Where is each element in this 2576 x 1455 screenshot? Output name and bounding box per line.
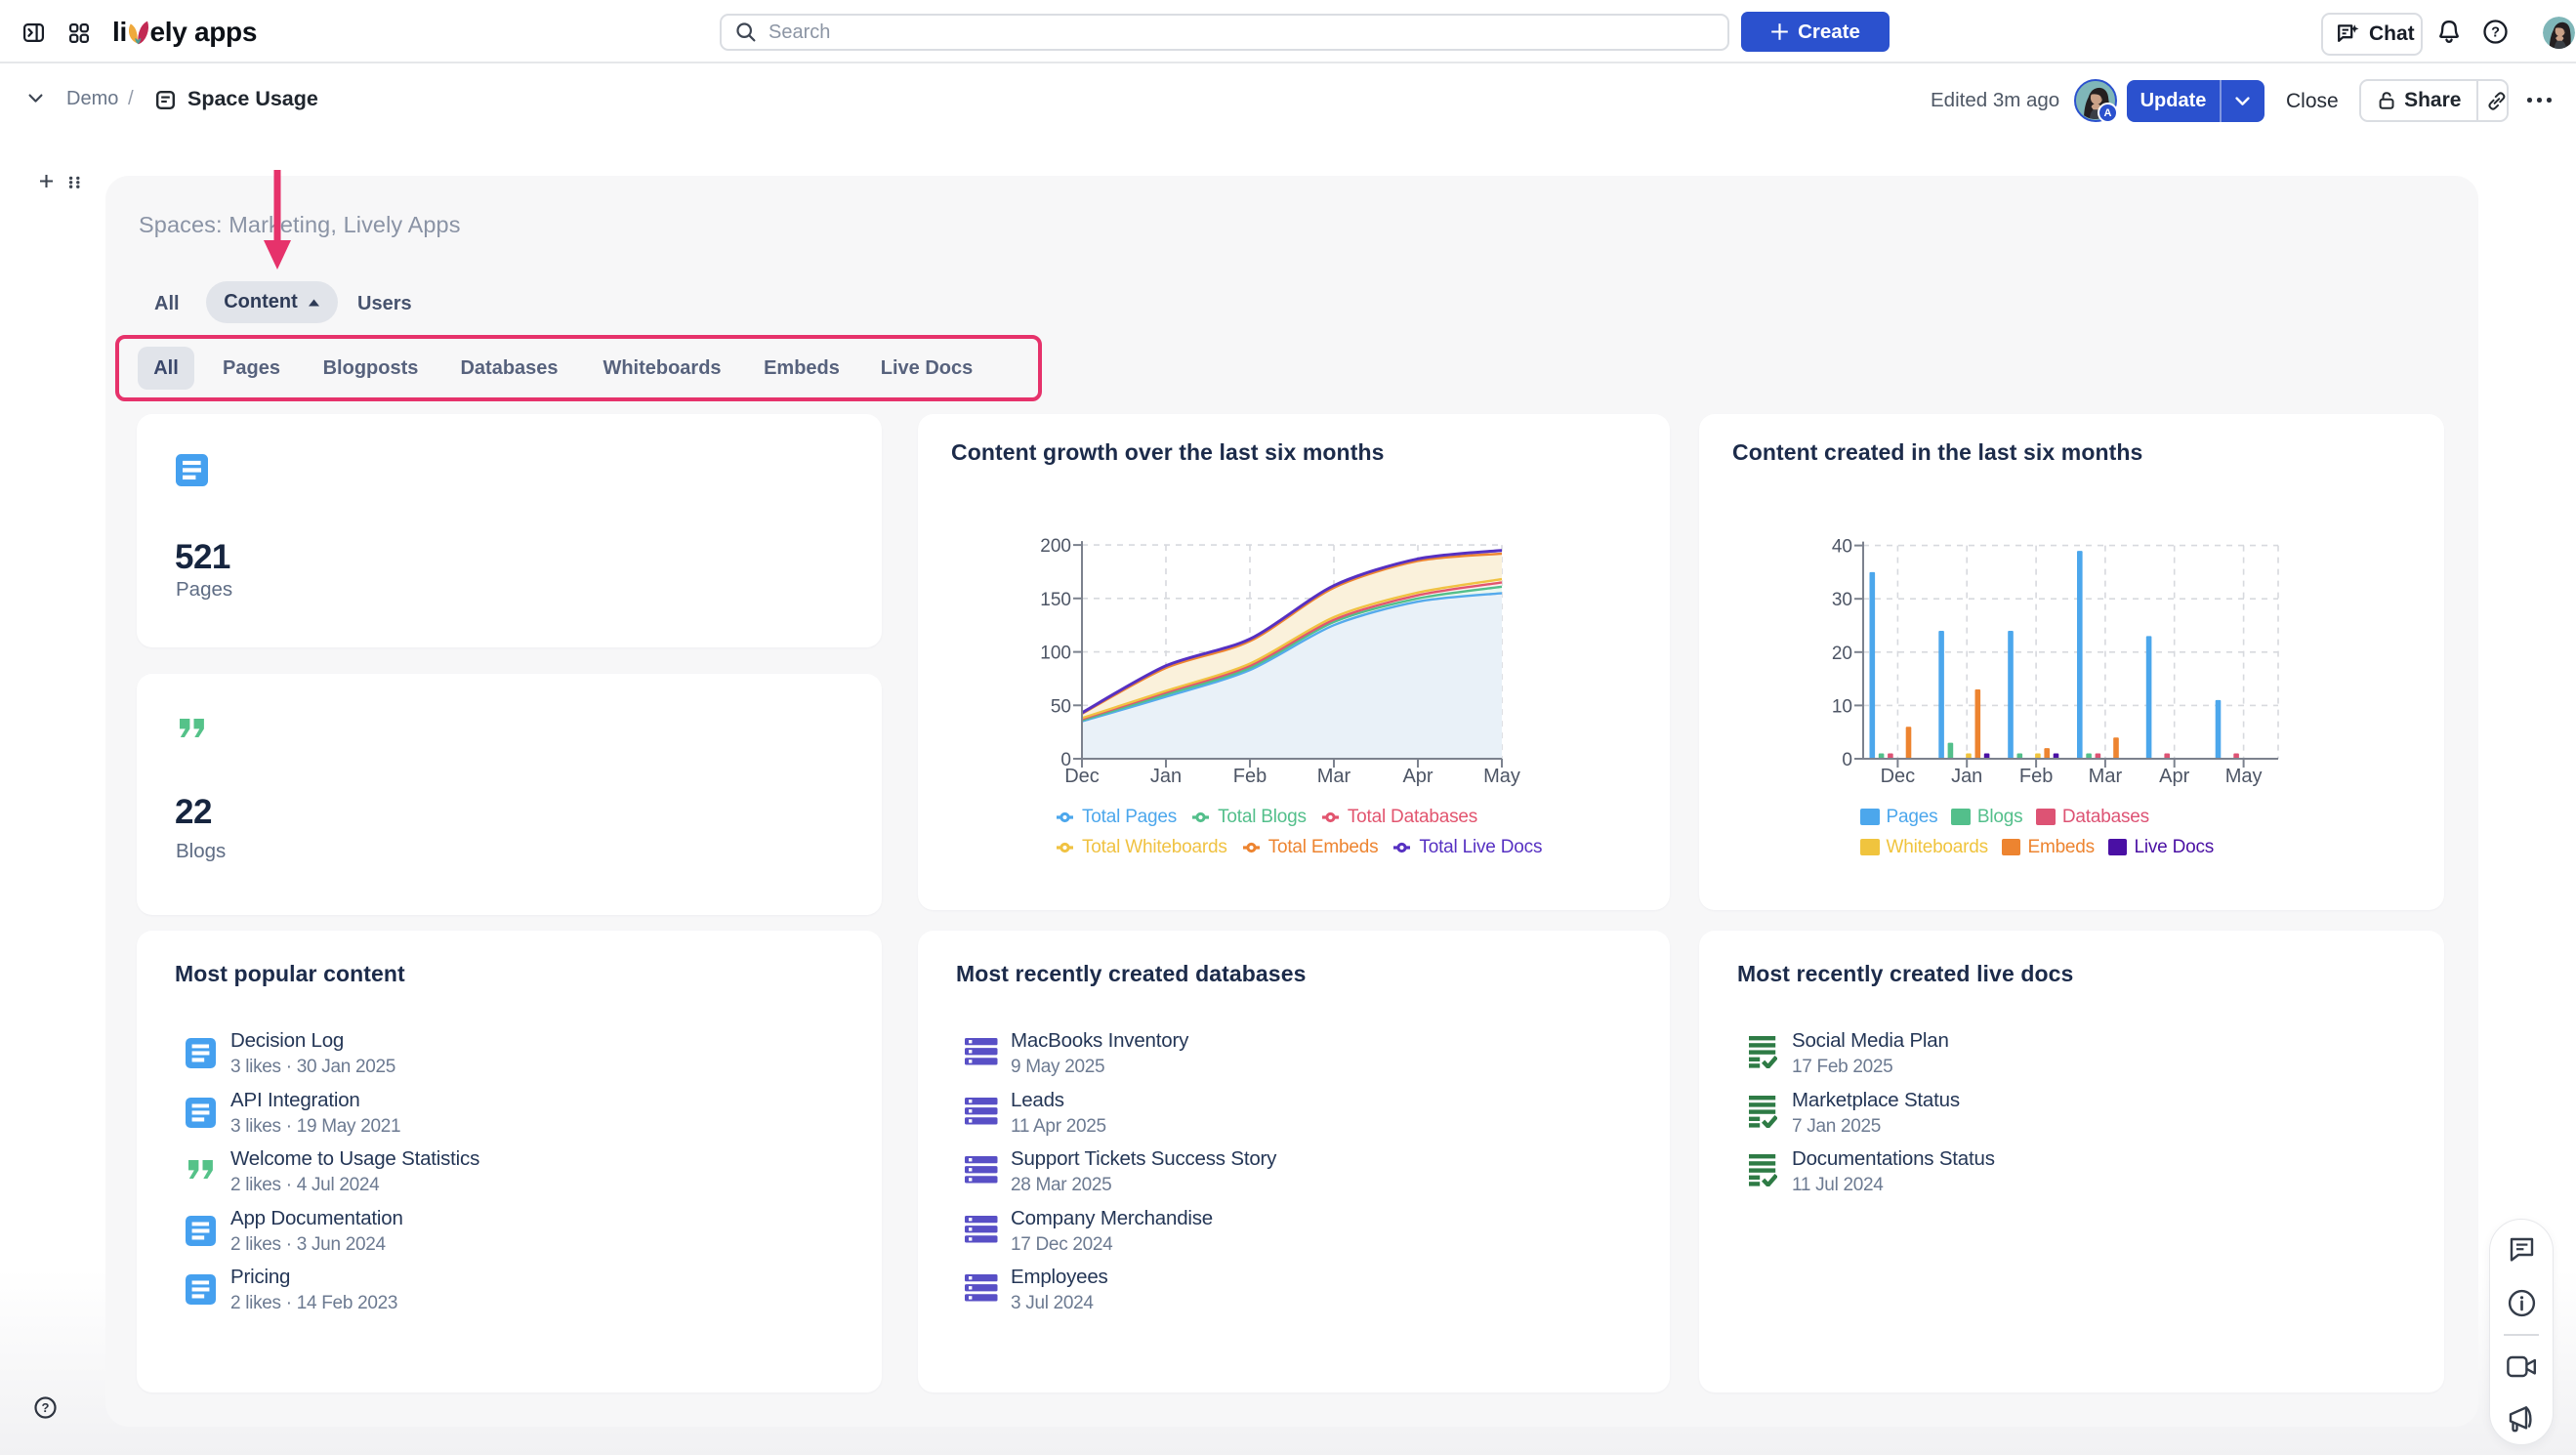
svg-text:Dec: Dec (1881, 766, 1916, 787)
svg-text:100: 100 (1040, 644, 1071, 664)
svg-text:May: May (2225, 766, 2263, 787)
svg-text:Mar: Mar (2089, 766, 2123, 787)
svg-text:Feb: Feb (2019, 766, 2053, 787)
svg-text:0: 0 (1060, 750, 1071, 770)
svg-text:10: 10 (1832, 696, 1852, 717)
svg-text:30: 30 (1832, 590, 1852, 610)
svg-text:?: ? (2491, 25, 2500, 41)
svg-text:Mar: Mar (1317, 766, 1351, 787)
svg-text:?: ? (42, 1400, 50, 1415)
svg-text:50: 50 (1051, 696, 1071, 717)
svg-text:200: 200 (1040, 536, 1071, 557)
svg-text:Dec: Dec (1064, 766, 1100, 787)
svg-text:150: 150 (1040, 590, 1071, 610)
svg-text:40: 40 (1832, 537, 1852, 558)
svg-text:0: 0 (1842, 750, 1852, 770)
svg-text:Apr: Apr (2159, 766, 2189, 787)
svg-text:Feb: Feb (1233, 766, 1267, 787)
svg-text:Apr: Apr (1402, 766, 1433, 787)
svg-text:20: 20 (1832, 644, 1852, 664)
svg-text:Jan: Jan (1150, 766, 1182, 787)
svg-text:May: May (1483, 766, 1520, 787)
svg-text:Jan: Jan (1951, 766, 1982, 787)
